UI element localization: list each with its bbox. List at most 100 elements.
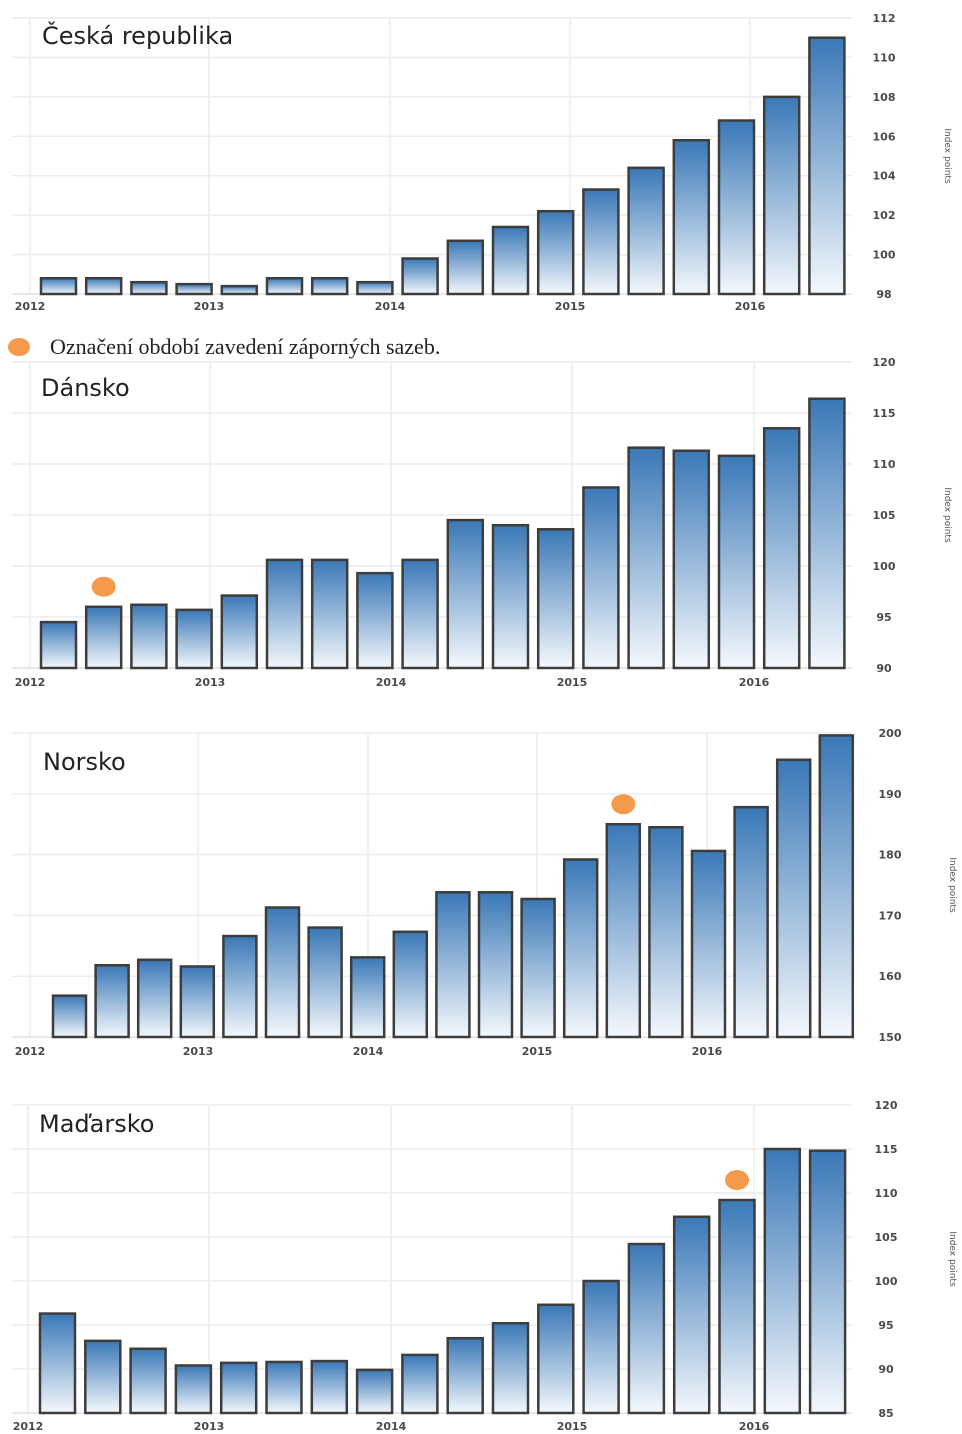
y-tick-label: 100 — [875, 1275, 898, 1288]
bar — [690, 849, 727, 1039]
bar — [808, 397, 846, 670]
x-tick-label: 2013 — [194, 300, 225, 313]
bar — [672, 138, 711, 296]
y-axis-label: Index points — [942, 487, 952, 543]
bar — [356, 280, 394, 296]
bar — [582, 1279, 620, 1415]
bar — [808, 1149, 847, 1415]
legend-text: Označení období zavedení záporných sazeb… — [50, 334, 441, 359]
bar — [175, 282, 213, 296]
y-tick-label: 150 — [879, 1031, 902, 1044]
bar — [401, 257, 439, 296]
bar — [84, 605, 123, 670]
y-tick-label: 95 — [876, 611, 891, 624]
x-tick-label: 2015 — [522, 1045, 553, 1058]
x-tick-label: 2012 — [15, 1045, 46, 1058]
bar — [356, 571, 394, 670]
bar — [401, 558, 439, 670]
y-axis-label: Index points — [942, 128, 952, 184]
bar — [605, 822, 642, 1039]
bar — [491, 523, 530, 670]
bar — [175, 608, 213, 670]
bar — [446, 239, 485, 296]
y-tick-label: 85 — [878, 1407, 893, 1420]
bar — [349, 956, 386, 1039]
bar — [310, 558, 349, 670]
y-tick-label: 200 — [879, 727, 902, 740]
bar — [435, 891, 471, 1039]
y-tick-label: 110 — [875, 1187, 898, 1200]
bar — [733, 805, 769, 1039]
bar — [401, 1353, 439, 1415]
y-tick-label: 110 — [873, 458, 896, 471]
y-tick-label: 120 — [875, 1099, 898, 1112]
bar — [355, 1368, 394, 1415]
x-tick-label: 2012 — [13, 1420, 44, 1433]
bar — [84, 1339, 122, 1415]
y-tick-label: 180 — [879, 849, 902, 862]
y-tick-label: 190 — [879, 788, 902, 801]
negative-rate-marker — [91, 576, 116, 597]
bar — [477, 891, 514, 1039]
x-tick-label: 2014 — [353, 1045, 384, 1058]
bar — [84, 276, 123, 296]
chart-title: Česká republika — [42, 20, 233, 50]
x-tick-label: 2016 — [739, 1420, 770, 1433]
x-tick-label: 2015 — [557, 1420, 588, 1433]
y-tick-label: 104 — [873, 170, 896, 183]
bar — [537, 1303, 575, 1415]
x-tick-label: 2015 — [557, 676, 588, 689]
bar — [310, 1359, 349, 1415]
bar — [39, 276, 78, 296]
x-tick-label: 2014 — [376, 676, 407, 689]
y-tick-label: 160 — [879, 970, 902, 983]
bar — [307, 926, 343, 1039]
x-tick-label: 2012 — [15, 676, 46, 689]
bar — [762, 95, 801, 296]
bar — [446, 518, 485, 670]
chart-2: 90 95 100 105 110 115 120 2012 2013 2014 2015 2016 D… — [12, 356, 952, 689]
bar — [130, 603, 168, 670]
y-tick-label: 95 — [878, 1319, 893, 1332]
x-tick-label: 2014 — [376, 1420, 407, 1433]
bar — [808, 36, 846, 296]
bar — [762, 427, 801, 670]
bar — [38, 1312, 77, 1415]
bar — [627, 166, 665, 296]
bar — [718, 1198, 756, 1415]
x-tick-label: 2016 — [739, 676, 770, 689]
y-tick-label: 90 — [876, 662, 892, 675]
bar — [536, 209, 575, 296]
chart-3: 150 160 170 180 190 200 2012 2013 2014 2015 2016 No… — [12, 727, 957, 1058]
bar — [129, 1347, 167, 1415]
bar — [582, 188, 620, 296]
x-tick-label: 2016 — [692, 1045, 723, 1058]
negative-rate-marker — [725, 1170, 749, 1191]
y-tick-label: 100 — [873, 249, 896, 262]
bar — [136, 958, 173, 1039]
y-tick-label: 108 — [873, 91, 896, 104]
y-tick-label: 106 — [873, 130, 896, 143]
bar — [520, 897, 556, 1039]
bar — [562, 858, 599, 1039]
bar — [491, 1321, 530, 1415]
negative-rate-marker — [611, 794, 636, 815]
x-tick-label: 2016 — [735, 300, 766, 313]
bar — [174, 1364, 213, 1415]
y-tick-label: 102 — [873, 209, 896, 222]
bar — [130, 280, 168, 296]
y-tick-label: 98 — [876, 288, 891, 301]
bar — [818, 734, 855, 1039]
bar — [627, 1242, 666, 1415]
y-axis-label: Index points — [947, 1231, 957, 1287]
bar — [446, 1336, 484, 1415]
y-tick-label: 120 — [873, 356, 896, 369]
chart-1: 98 100 102 104 106 108 110 112 2012 2013 2014 2015 2… — [12, 12, 952, 313]
chart-4: 85 90 95 100 105 110 115 120 2012 2013 2014 2015 201… — [12, 1099, 957, 1433]
y-tick-label: 110 — [873, 51, 896, 64]
bar — [179, 965, 216, 1039]
legend: Označení období zavedení záporných sazeb… — [8, 334, 440, 360]
bar — [648, 825, 684, 1039]
y-tick-label: 115 — [875, 1143, 898, 1156]
